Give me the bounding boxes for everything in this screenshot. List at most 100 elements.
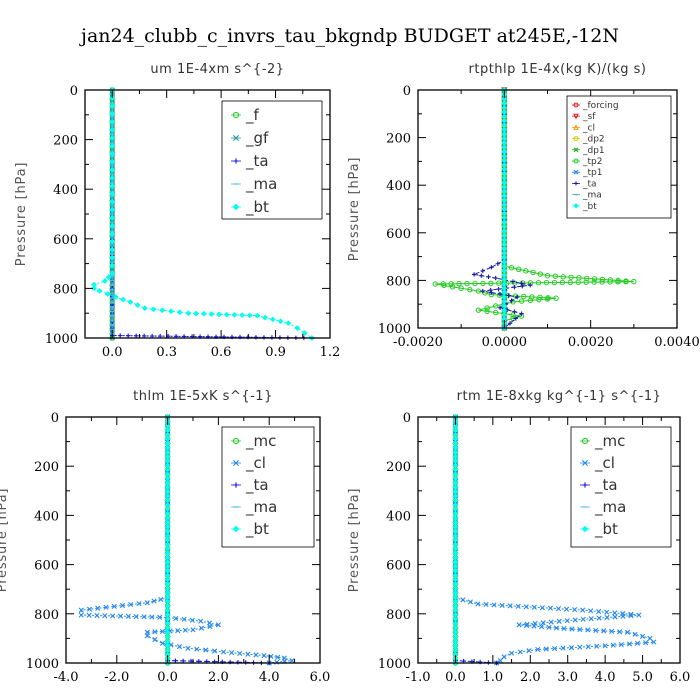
y-tick-label: 200	[53, 134, 78, 149]
y-tick-label: 800	[386, 274, 411, 289]
y-tick-label: 1000	[378, 322, 411, 337]
x-tick-label: 2.0	[208, 670, 229, 685]
x-tick-label: 0.0	[102, 345, 123, 360]
series-bt	[91, 87, 315, 341]
y-axis-label: Pressure [hPa]	[14, 162, 29, 266]
x-tick-label: 2.0	[520, 670, 541, 685]
y-tick-label: 400	[34, 509, 59, 524]
y-tick-label: 800	[53, 282, 78, 297]
legend-entry: _ta	[582, 179, 597, 189]
figure-title: jan24_clubb_c_invrs_tau_bkgndp BUDGET at…	[79, 25, 619, 47]
y-tick-label: 600	[386, 227, 411, 242]
panel-title: um 1E-4xm s^{-2}	[150, 62, 284, 77]
x-tick-label: 0.0020	[568, 335, 614, 350]
legend-entry: _tp2	[582, 157, 602, 167]
x-tick-label: 1.0	[483, 670, 504, 685]
x-tick-label: 1.2	[320, 345, 341, 360]
legend: _mc _cl _ta _ma _bt	[570, 426, 672, 548]
y-tick-label: 1000	[45, 332, 78, 347]
x-tick-label: 0.6	[211, 345, 232, 360]
y-tick-label: 800	[34, 608, 59, 623]
x-tick-label: 3.0	[557, 670, 578, 685]
x-tick-label: 5.0	[632, 670, 653, 685]
legend-box	[221, 100, 323, 220]
legend-entry: _cl	[582, 123, 595, 133]
legend-entry: _ma	[582, 191, 602, 201]
y-axis-label: Pressure [hPa]	[347, 157, 362, 261]
legend-box	[566, 95, 672, 219]
y-axis-label: Pressure [hPa]	[347, 488, 362, 592]
chart-panel: um 1E-4xm s^{-2} Pressure [hPa] 0.0 0.3 0.6 0…	[14, 62, 340, 360]
legend: _forcing_sf_cl _dp2_dp1_tp2_tp1_ta _ma_bt	[566, 95, 672, 219]
y-tick-label: 1000	[26, 657, 59, 672]
y-tick-label: 400	[386, 179, 411, 194]
legend-entry: _ma	[245, 498, 277, 517]
series-line	[454, 417, 655, 664]
legend-entry: _mc	[594, 432, 625, 451]
y-tick-label: 600	[386, 559, 411, 574]
y-tick-label: 0	[51, 411, 59, 426]
x-tick-label: 6.0	[670, 670, 691, 685]
y-tick-label: 200	[386, 132, 411, 147]
y-tick-label: 600	[53, 233, 78, 248]
legend-entry: _ta	[245, 152, 269, 171]
legend-entry: _bt	[245, 198, 269, 217]
legend-entry: _ma	[594, 498, 626, 517]
legend: _f _gf _ta _ma _bt	[221, 100, 323, 220]
y-tick-label: 400	[53, 183, 78, 198]
x-tick-label: 0.9	[265, 345, 286, 360]
x-tick-label: 0.0	[157, 670, 178, 685]
legend-entry: _tp1	[582, 168, 602, 178]
y-tick-label: 600	[34, 559, 59, 574]
legend-entry: _ta	[594, 476, 618, 495]
chart-panel: rtm 1E-8xkg kg^{-1} s^{-1} Pressure [hPa]…	[347, 389, 690, 685]
legend: _mc _cl _ta _ma _bt	[221, 426, 315, 548]
panel-title: rtm 1E-8xkg kg^{-1} s^{-1}	[457, 389, 662, 404]
legend-entry: _ma	[245, 175, 277, 194]
y-tick-label: 0	[403, 84, 411, 99]
series-ta	[453, 414, 499, 666]
legend-entry: _f	[245, 106, 260, 125]
y-tick-label: 0	[70, 84, 78, 99]
x-tick-label: -2.0	[104, 670, 129, 685]
x-tick-label: 6.0	[310, 670, 331, 685]
legend-entry: _bt	[245, 520, 269, 539]
series-line	[454, 417, 497, 664]
legend-entry: _dp2	[582, 135, 605, 145]
x-tick-label: 4.0	[595, 670, 616, 685]
chart-panel: thlm 1E-5xK s^{-1} Pressure [hPa] -4.0 -2.0…	[0, 389, 330, 685]
legend-entry: _mc	[245, 432, 276, 451]
panel-title: rtpthlp 1E-4x(kg K)/(kg s)	[469, 62, 647, 77]
x-tick-label: 0.0	[445, 670, 466, 685]
series-bt	[164, 414, 171, 666]
y-tick-label: 0	[403, 411, 411, 426]
legend-entry: _sf	[582, 112, 596, 122]
y-tick-label: 1000	[378, 657, 411, 672]
legend-box	[570, 426, 672, 548]
panel-title: thlm 1E-5xK s^{-1}	[133, 389, 273, 404]
legend-entry: _dp1	[582, 146, 605, 156]
y-tick-label: 400	[386, 509, 411, 524]
legend-entry: _bt	[582, 202, 597, 212]
chart-panel: rtpthlp 1E-4x(kg K)/(kg s) Pressure [hPa]…	[347, 62, 700, 350]
y-axis-label: Pressure [hPa]	[0, 488, 10, 592]
y-tick-label: 200	[386, 460, 411, 475]
series-bt	[452, 414, 459, 666]
x-tick-label: -0.0020	[393, 335, 443, 350]
legend-entry: _bt	[594, 520, 618, 539]
series-line	[111, 90, 312, 339]
series-line	[80, 417, 293, 664]
x-tick-label: 4.0	[259, 670, 280, 685]
x-tick-label: 0.3	[156, 345, 177, 360]
x-tick-label: 0.0000	[482, 335, 528, 350]
y-tick-label: 200	[34, 460, 59, 475]
legend-box	[221, 426, 315, 548]
legend-entry: _cl	[245, 454, 266, 473]
x-tick-label: -1.0	[405, 670, 430, 685]
x-tick-label: 0.0040	[654, 335, 700, 350]
legend-entry: _forcing	[582, 101, 619, 111]
legend-entry: _gf	[245, 129, 269, 148]
legend-entry: _cl	[594, 454, 615, 473]
legend-entry: _ta	[245, 476, 269, 495]
